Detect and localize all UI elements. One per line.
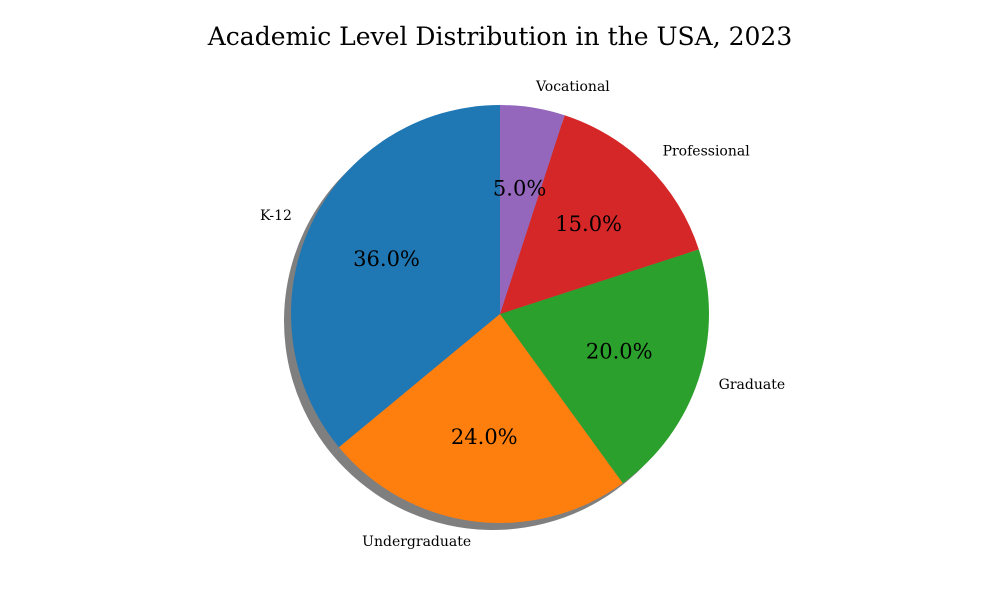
label-professional: Professional [663, 143, 751, 159]
label-undergraduate: Undergraduate [362, 534, 471, 550]
slice-professional [500, 115, 699, 314]
slice-graduate [500, 249, 709, 484]
slice-vocational [500, 105, 565, 314]
slice-undergraduate [338, 314, 623, 523]
pie-slices [290, 105, 709, 523]
pie-labels: K-12 36.0% Undergraduate 24.0% Graduate 20.0%… [260, 79, 785, 550]
label-graduate: Graduate [719, 377, 785, 393]
label-k-12: K-12 [260, 208, 292, 224]
pct-label-vocational: 5.0% [493, 177, 546, 201]
chart-title: Academic Level Distribution in the USA, … [207, 22, 792, 51]
pct-label-graduate: 20.0% [586, 339, 653, 363]
pct-label-k-12: 36.0% [353, 247, 420, 271]
slice-k-12 [290, 105, 500, 448]
pct-label-undergraduate: 24.0% [451, 425, 518, 449]
label-vocational: Vocational [535, 79, 610, 95]
pct-label-professional: 15.0% [555, 212, 622, 236]
